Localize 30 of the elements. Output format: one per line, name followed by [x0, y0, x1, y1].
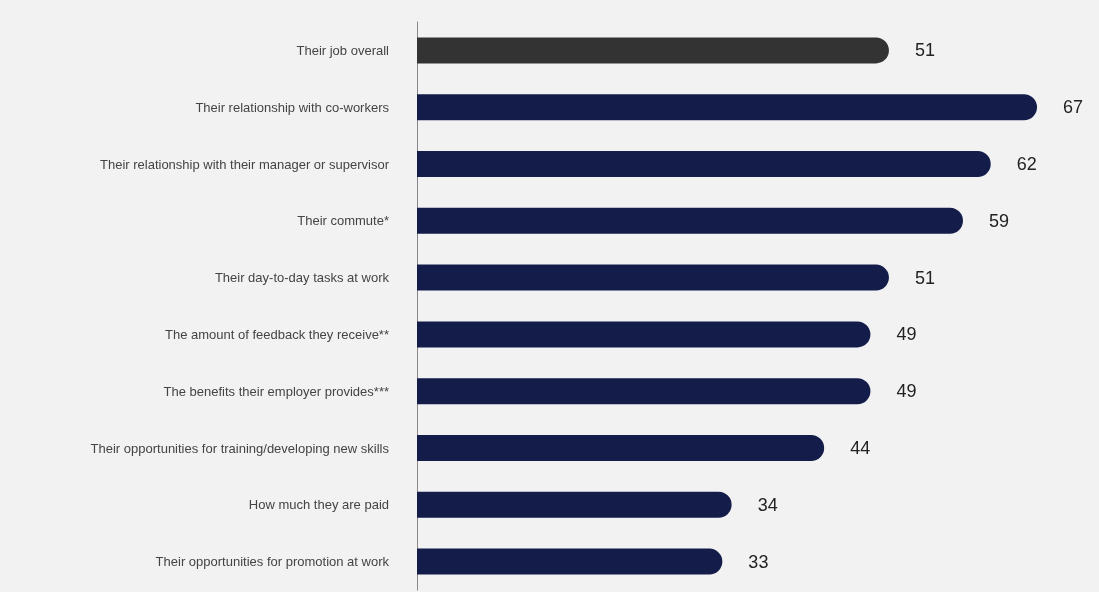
bar — [417, 151, 991, 177]
y-tick-label: The amount of feedback they receive** — [164, 326, 389, 342]
y-tick-label: The benefits their employer provides*** — [163, 383, 389, 399]
bar — [417, 321, 871, 348]
data-label: 34 — [757, 494, 778, 515]
bar — [417, 491, 732, 518]
data-label: 51 — [914, 267, 935, 288]
y-tick-label: Their relationship with their manager or supervisor — [99, 156, 390, 172]
data-label: 44 — [850, 438, 871, 458]
y-tick-label: Their opportunities for training/developing new skills — [90, 440, 390, 456]
bar — [417, 378, 871, 405]
bar — [417, 207, 963, 234]
y-tick-label: Their commute* — [297, 213, 389, 229]
data-label: 49 — [896, 324, 917, 345]
bar — [417, 94, 1037, 121]
y-tick-label: Their relationship with co-workers — [195, 99, 390, 115]
data-label: 67 — [1063, 97, 1084, 118]
bar — [417, 37, 889, 64]
data-label: 49 — [896, 381, 917, 402]
y-tick-label: Their day-to-day tasks at work — [214, 270, 390, 286]
bar — [417, 264, 889, 291]
bar — [417, 548, 723, 575]
y-tick-label: Their opportunities for promotion at work — [155, 554, 390, 570]
y-tick-label: Their job overall — [296, 42, 390, 58]
y-tick-label: How much they are paid — [248, 497, 389, 513]
data-label: 51 — [914, 40, 935, 61]
data-label: 33 — [748, 551, 769, 572]
bar — [417, 435, 825, 461]
data-label: 62 — [1016, 154, 1037, 174]
data-label: 59 — [988, 210, 1009, 231]
